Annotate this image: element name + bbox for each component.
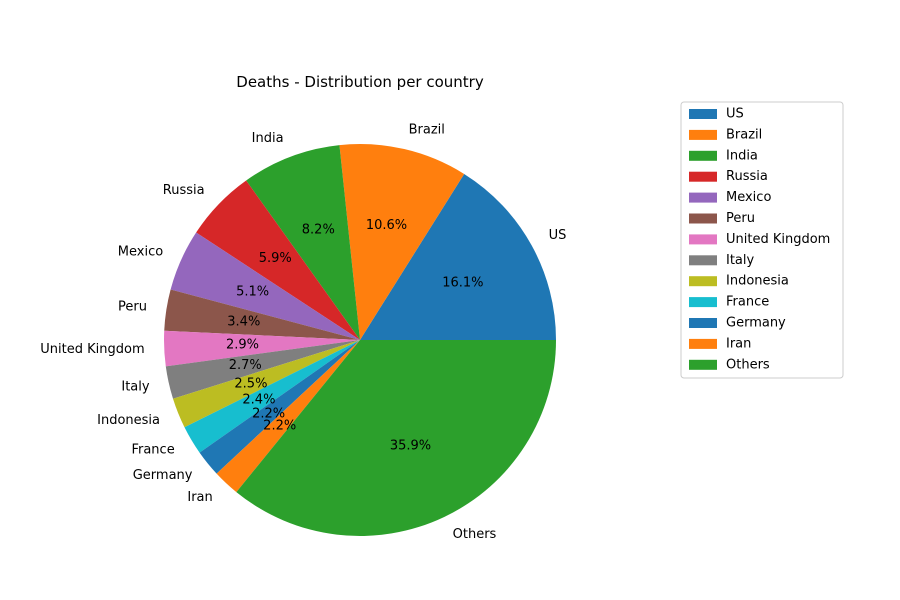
legend-label-italy: Italy [726, 253, 755, 268]
pie-slice-us [360, 173, 556, 340]
legend-label-us: US [726, 107, 744, 122]
pie-slice-italy [165, 340, 360, 399]
legend-label-peru: Peru [726, 211, 755, 226]
slice-label-united-kingdom: United Kingdom [40, 342, 144, 357]
legend-swatch-brazil [689, 129, 717, 140]
legend-swatch-others [689, 359, 717, 370]
legend-swatch-us [689, 109, 717, 119]
slice-label-others: Others [453, 527, 497, 542]
percent-labels: 16.1% 10.6% 8.2% 5.9% 5.1% 3.4% 2.9% 2.7% 2.5% 2.… [226, 218, 484, 454]
legend-label-india: India [726, 148, 758, 163]
legend-frame [680, 101, 844, 379]
legend-swatch-indonesia [689, 276, 717, 287]
legend-swatch-india [689, 150, 717, 161]
legend-swatch-mexico [689, 192, 717, 203]
percent-label-iran: 2.2% [263, 418, 296, 433]
legend-label-indonesia: Indonesia [726, 274, 789, 289]
percent-label-united-kingdom: 2.9% [226, 338, 259, 353]
pie-slice-peru [164, 289, 360, 340]
legend-label-iran: Iran [726, 336, 751, 351]
percent-label-others: 35.9% [390, 439, 431, 454]
percent-label-brazil: 10.6% [366, 218, 407, 233]
percent-label-russia: 5.9% [259, 251, 292, 266]
pie-slice-russia [196, 180, 360, 340]
slice-label-mexico: Mexico [118, 244, 163, 259]
percent-label-france: 2.4% [242, 393, 275, 408]
percent-label-mexico: 5.1% [236, 284, 269, 299]
percent-label-germany: 2.2% [252, 407, 285, 422]
pie-slice-france [184, 340, 360, 453]
legend-label-france: France [726, 295, 769, 310]
pie-slice-indonesia [173, 340, 360, 428]
pie-slice-iran [216, 340, 360, 493]
legend-swatch-italy [689, 255, 717, 266]
chart-title: Deaths - Distribution per country [236, 73, 484, 91]
slice-label-france: France [131, 443, 174, 458]
slice-label-india: India [252, 131, 284, 146]
legend-label-germany: Germany [726, 316, 786, 331]
percent-label-italy: 2.7% [229, 358, 262, 373]
percent-label-us: 16.1% [442, 276, 483, 291]
slice-label-peru: Peru [118, 299, 147, 314]
pie-slice-india [246, 145, 360, 340]
legend-label-russia: Russia [726, 169, 768, 184]
pie-slice-brazil [339, 143, 465, 340]
legend: US Brazil India Russia Mexico Peru United King… [680, 101, 844, 379]
legend-swatch-iran [689, 338, 717, 349]
pie-slice-germany [199, 340, 360, 474]
percent-label-indonesia: 2.5% [234, 376, 267, 391]
pie-slices [164, 143, 557, 536]
legend-label-mexico: Mexico [726, 190, 771, 205]
legend-swatch-russia [689, 171, 717, 182]
legend-swatch-united-kingdom [689, 234, 717, 245]
legend-label-united-kingdom: United Kingdom [726, 232, 830, 247]
slice-label-indonesia: Indonesia [97, 413, 160, 428]
legend-swatch-france [689, 297, 717, 308]
legend-swatch-peru [689, 213, 717, 224]
pie-slice-mexico [170, 232, 360, 340]
percent-label-peru: 3.4% [227, 314, 260, 329]
legend-label-brazil: Brazil [726, 127, 762, 142]
slice-label-russia: Russia [163, 183, 205, 198]
pie-slice-others [236, 340, 557, 536]
legend-label-others: Others [726, 357, 770, 372]
legend-swatch-germany [689, 318, 717, 328]
slice-label-iran: Iran [187, 490, 212, 505]
slice-label-italy: Italy [121, 379, 150, 394]
slice-label-germany: Germany [133, 468, 193, 483]
slice-labels: US Brazil India Russia Mexico Peru United King… [40, 122, 566, 542]
percent-label-india: 8.2% [302, 223, 335, 238]
pie-slice-united-kingdom [164, 330, 360, 367]
slice-label-us: US [549, 228, 567, 243]
slice-label-brazil: Brazil [409, 122, 445, 137]
